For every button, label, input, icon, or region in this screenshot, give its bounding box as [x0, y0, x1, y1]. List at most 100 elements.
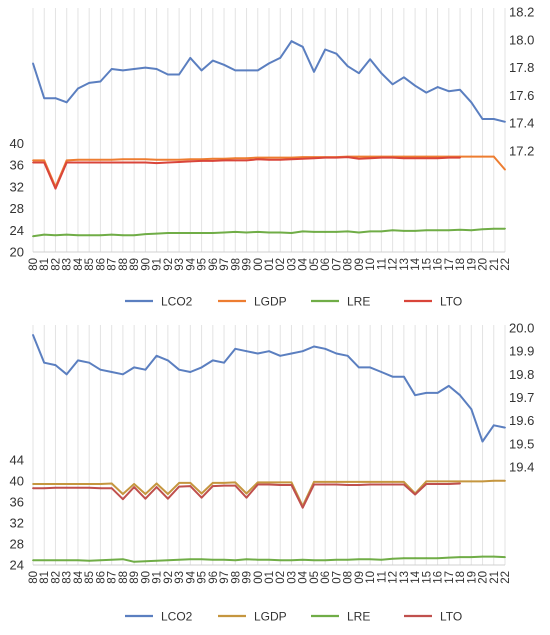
right-tick-label: 17.8 — [509, 60, 534, 75]
left-tick-label: 28 — [10, 536, 24, 551]
data-point — [99, 234, 102, 237]
data-point — [436, 391, 439, 394]
x-tick-label: 82 — [50, 258, 62, 271]
data-point — [211, 232, 214, 234]
data-point — [223, 484, 225, 487]
chart-top: 20 24 28 32 36 40 17.2 17.4 17.6 17.8 18.0 18.2 80 81… — [10, 5, 535, 309]
data-point — [155, 232, 158, 235]
data-point — [279, 354, 282, 357]
data-point — [504, 479, 506, 482]
data-point — [470, 229, 473, 232]
data-point — [77, 486, 79, 489]
x-tick-label: 86 — [95, 571, 107, 584]
data-point — [335, 52, 338, 55]
x-tick-label: 22 — [500, 571, 512, 584]
data-point — [301, 558, 304, 561]
data-point — [200, 496, 203, 499]
data-point — [279, 56, 282, 59]
x-tick-label: 16 — [433, 258, 445, 271]
x-tick-label: 89 — [129, 258, 141, 271]
x-tick-label: 84 — [73, 570, 85, 583]
data-point — [166, 73, 169, 76]
data-point — [110, 161, 113, 164]
data-point — [290, 559, 293, 562]
data-point — [335, 156, 338, 159]
chart-bottom: 24 28 32 36 40 44 19.4 19.5 19.6 19.7 19.8 19.9 20.0… — [10, 321, 535, 624]
data-point — [380, 72, 383, 75]
data-point — [234, 159, 237, 162]
right-tick-label: 19.6 — [509, 413, 534, 428]
data-point — [301, 230, 304, 233]
x-tick-label: 18 — [455, 258, 467, 271]
x-tick-label: 15 — [421, 258, 433, 271]
x-tick-label: 13 — [399, 571, 411, 584]
x-tick-label: 02 — [275, 258, 287, 271]
data-point — [324, 231, 327, 233]
data-point — [133, 234, 136, 237]
legend-label: LRE — [347, 610, 370, 624]
data-point — [470, 480, 473, 483]
data-point — [77, 559, 79, 562]
left-tick-label: 24 — [10, 223, 24, 238]
data-point — [414, 493, 416, 496]
data-point — [425, 557, 428, 560]
data-point — [358, 480, 360, 483]
data-point — [414, 557, 416, 560]
data-point — [391, 480, 394, 483]
right-tick-label: 19.5 — [509, 436, 534, 451]
data-point — [313, 345, 315, 348]
legend-label: LGDP — [254, 295, 287, 309]
series-lre — [32, 227, 506, 238]
data-point — [290, 484, 293, 486]
data-point — [77, 359, 79, 362]
x-tick-label: 94 — [185, 257, 197, 270]
data-point — [346, 156, 349, 158]
data-point — [178, 232, 180, 234]
x-tick-label: 88 — [118, 258, 130, 271]
data-point — [144, 158, 147, 161]
data-point — [492, 479, 495, 482]
data-point — [369, 483, 372, 486]
x-tick-label: 83 — [62, 571, 74, 584]
data-point — [481, 118, 484, 120]
x-tick-label: 07 — [331, 258, 343, 271]
data-point — [436, 155, 439, 158]
data-point — [481, 155, 484, 158]
left-tick-label: 44 — [10, 452, 24, 467]
data-point — [122, 69, 124, 72]
x-tick-label: 99 — [242, 258, 254, 271]
left-tick-label: 28 — [10, 201, 24, 216]
data-point — [425, 157, 428, 160]
data-point — [234, 484, 237, 487]
data-point — [380, 230, 383, 233]
x-tick-label: 84 — [73, 257, 85, 270]
data-point — [268, 350, 270, 353]
x-tick-label: 03 — [286, 571, 298, 584]
data-point — [256, 69, 259, 72]
data-point — [402, 76, 405, 79]
right-tick-label: 18.2 — [509, 5, 534, 20]
data-point — [436, 557, 439, 560]
x-tick-label: 02 — [275, 571, 287, 584]
data-point — [245, 492, 248, 495]
right-tick-label: 20.0 — [509, 321, 534, 336]
data-point — [133, 560, 136, 563]
data-point — [234, 481, 237, 484]
x-tick-label: 10 — [365, 571, 377, 584]
data-point — [358, 366, 360, 369]
x-tick-label: 11 — [376, 258, 388, 270]
x-tick-label: 88 — [118, 571, 130, 584]
x-tick-label: 97 — [219, 571, 231, 584]
data-point — [77, 158, 79, 161]
data-point — [256, 483, 259, 486]
data-point — [380, 483, 383, 486]
data-point — [77, 234, 79, 237]
data-point — [133, 68, 136, 70]
data-point — [402, 157, 405, 160]
data-point — [447, 556, 450, 559]
data-point — [99, 559, 102, 562]
x-tick-label: 92 — [163, 571, 175, 584]
right-tick-label: 18.0 — [509, 32, 534, 47]
x-tick-label: 81 — [39, 258, 51, 271]
data-point — [54, 486, 57, 489]
